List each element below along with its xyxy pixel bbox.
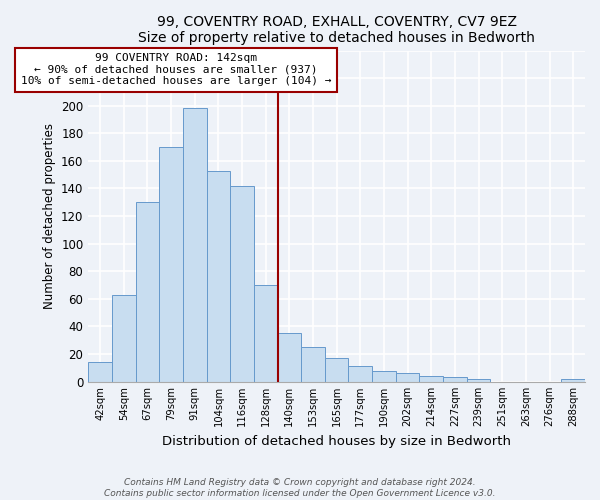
Bar: [349, 366, 372, 382]
Bar: [230, 186, 254, 382]
Bar: [325, 358, 349, 382]
Text: 99 COVENTRY ROAD: 142sqm
← 90% of detached houses are smaller (937)
10% of semi-: 99 COVENTRY ROAD: 142sqm ← 90% of detach…: [20, 54, 331, 86]
X-axis label: Distribution of detached houses by size in Bedworth: Distribution of detached houses by size …: [162, 434, 511, 448]
Text: Contains HM Land Registry data © Crown copyright and database right 2024.
Contai: Contains HM Land Registry data © Crown c…: [104, 478, 496, 498]
Bar: [136, 202, 159, 382]
Bar: [278, 334, 301, 382]
Bar: [183, 108, 206, 382]
Bar: [112, 294, 136, 382]
Bar: [88, 362, 112, 382]
Y-axis label: Number of detached properties: Number of detached properties: [43, 123, 56, 309]
Bar: [206, 170, 230, 382]
Bar: [467, 379, 490, 382]
Bar: [254, 285, 278, 382]
Bar: [443, 378, 467, 382]
Bar: [419, 376, 443, 382]
Bar: [372, 370, 396, 382]
Bar: [396, 374, 419, 382]
Title: 99, COVENTRY ROAD, EXHALL, COVENTRY, CV7 9EZ
Size of property relative to detach: 99, COVENTRY ROAD, EXHALL, COVENTRY, CV7…: [138, 15, 535, 45]
Bar: [159, 147, 183, 382]
Bar: [301, 347, 325, 382]
Bar: [562, 379, 585, 382]
